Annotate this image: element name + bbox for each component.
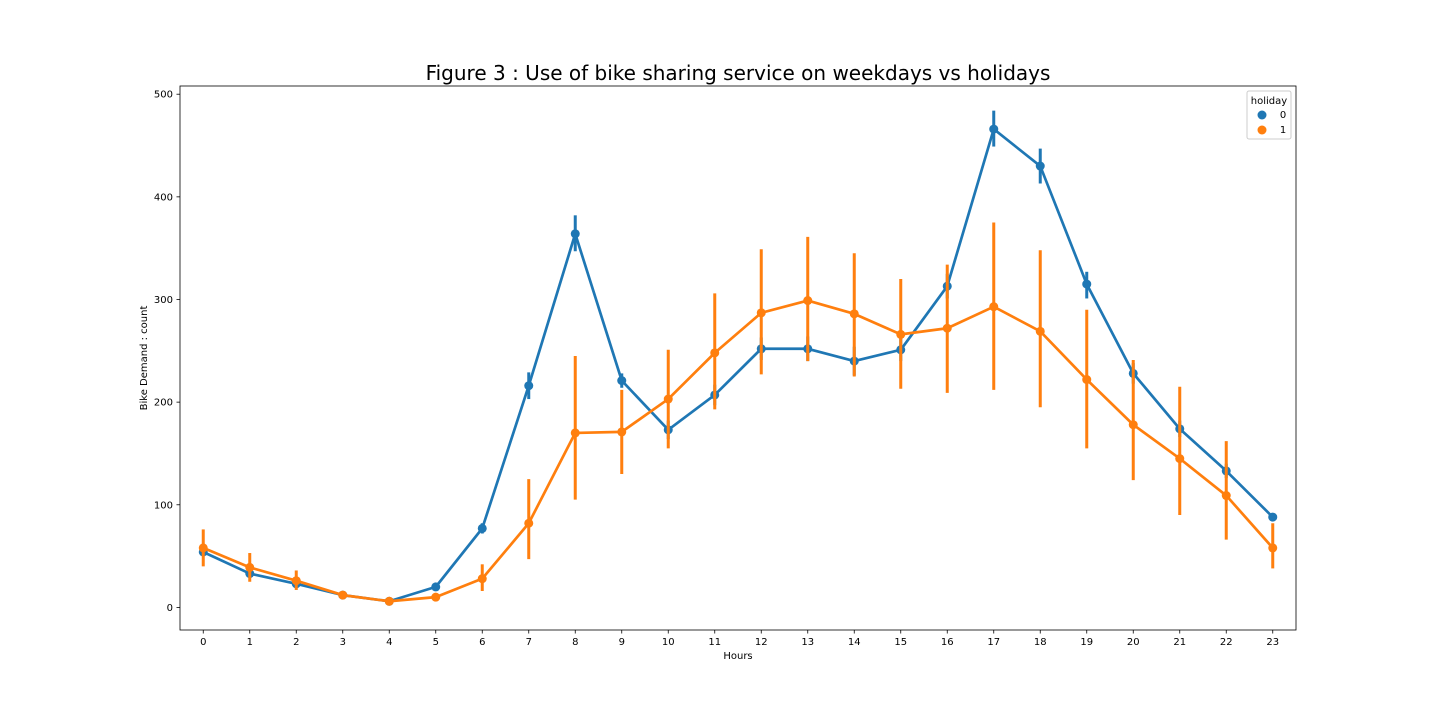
data-point-series-1	[338, 590, 348, 600]
legend-label-series-1: 1	[1280, 125, 1286, 136]
legend-frame	[1246, 90, 1292, 140]
data-point-series-1	[524, 518, 534, 528]
y-tick-label: 100	[154, 500, 173, 511]
chart-title: Figure 3 : Use of bike sharing service o…	[426, 61, 1051, 85]
data-point-series-1	[663, 394, 673, 404]
data-point-series-1	[431, 592, 441, 602]
data-point-series-1	[896, 329, 906, 339]
y-tick-label: 200	[154, 398, 173, 409]
data-point-series-0	[1082, 279, 1092, 289]
x-tick-label: 16	[941, 637, 954, 648]
x-tick-label: 15	[894, 637, 907, 648]
data-point-series-1	[617, 427, 627, 437]
data-point-series-1	[1268, 543, 1278, 553]
x-tick-label: 17	[987, 637, 1000, 648]
x-tick-label: 2	[293, 637, 299, 648]
legend-marker-series-1	[1257, 125, 1267, 135]
plot-area: 0 1 2 3 4 5 6 7 8 9 10 11 12 13 14 15 16 17 18 19 20 21 22 2301…	[154, 90, 1279, 648]
data-point-series-1	[942, 323, 952, 333]
data-point-series-0	[570, 229, 580, 239]
x-tick-label: 9	[619, 637, 625, 648]
data-point-series-1	[756, 308, 766, 318]
data-point-series-1	[291, 576, 301, 586]
x-tick-label: 12	[755, 637, 768, 648]
legend-marker-series-0	[1257, 110, 1267, 120]
x-tick-label: 1	[247, 637, 253, 648]
x-tick-label: 7	[526, 637, 532, 648]
data-point-series-1	[710, 348, 720, 358]
plot-frame	[179, 85, 1297, 631]
data-point-series-1	[245, 562, 255, 572]
y-tick-label: 400	[154, 192, 173, 203]
data-point-series-1	[570, 428, 580, 438]
data-point-series-1	[1175, 454, 1185, 464]
x-tick-label: 23	[1266, 637, 1279, 648]
x-tick-label: 14	[848, 637, 861, 648]
data-point-series-1	[1128, 420, 1138, 430]
x-axis-label: Hours	[723, 651, 752, 662]
x-tick-label: 18	[1034, 637, 1047, 648]
x-tick-label: 3	[340, 637, 346, 648]
series-line-0	[201, 127, 1275, 603]
data-point-series-1	[477, 574, 487, 584]
y-axis-label: Bike Demand : count	[139, 306, 150, 411]
data-point-series-0	[617, 376, 627, 386]
x-tick-label: 8	[572, 637, 578, 648]
x-tick-label: 13	[801, 637, 814, 648]
series-1	[198, 222, 1278, 606]
data-point-series-0	[477, 523, 487, 533]
legend-label-series-0: 0	[1280, 110, 1286, 121]
data-point-series-1	[384, 596, 394, 606]
x-tick-label: 21	[1173, 637, 1186, 648]
x-tick-label: 0	[200, 637, 206, 648]
x-tick-label: 11	[708, 637, 721, 648]
x-tick-label: 19	[1080, 637, 1093, 648]
data-point-series-0	[1035, 161, 1045, 171]
data-point-series-1	[849, 309, 859, 319]
data-point-series-0	[1268, 512, 1278, 522]
x-tick-label: 6	[479, 637, 485, 648]
data-point-series-0	[431, 582, 441, 592]
series-0	[198, 110, 1278, 606]
x-tick-label: 22	[1220, 637, 1233, 648]
data-point-series-0	[989, 124, 999, 134]
data-point-series-1	[803, 296, 813, 306]
y-tick-label: 300	[154, 295, 173, 306]
series-line-1	[201, 299, 1275, 603]
x-tick-label: 20	[1127, 637, 1140, 648]
data-point-series-1	[1082, 375, 1092, 385]
data-point-series-1	[989, 302, 999, 312]
data-point-series-1	[1221, 491, 1231, 501]
y-tick-label: 500	[154, 90, 173, 101]
legend: holiday 0 1	[1246, 90, 1292, 140]
data-point-series-0	[524, 381, 534, 391]
x-tick-label: 5	[433, 637, 439, 648]
data-point-series-1	[1035, 326, 1045, 336]
y-tick-label: 0	[167, 603, 173, 614]
legend-title: holiday	[1251, 96, 1287, 107]
x-tick-label: 4	[386, 637, 392, 648]
x-tick-label: 10	[662, 637, 675, 648]
data-point-series-1	[198, 543, 208, 553]
